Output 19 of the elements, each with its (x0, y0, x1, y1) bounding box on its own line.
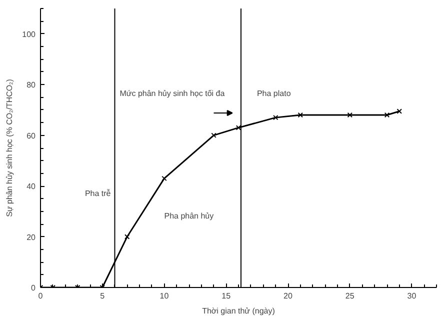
x-tick-label: 0 (38, 292, 44, 300)
x-tick-label: 15 (222, 292, 232, 300)
y-tick-label: 60 (26, 131, 36, 140)
x-tick-label: 20 (284, 292, 293, 300)
y-tick-label: 40 (26, 182, 36, 192)
y-tick-label: 0 (31, 284, 36, 292)
y-tick-label: 80 (26, 80, 36, 90)
y-tick-label: 20 (26, 232, 36, 242)
annotation: Mức phân hủy sinh học tối đa (120, 88, 226, 98)
x-tick-label: 25 (345, 292, 355, 300)
ref-line-label: Pha plato (256, 88, 292, 98)
y-axis-title: Sự phân hủy sinh học (% CO₂/THCO₂) (5, 78, 14, 217)
x-tick-label: 5 (100, 292, 106, 300)
x-axis-title: Thời gian thử (ngày) (202, 306, 276, 316)
annotation: Pha phân hủy (164, 212, 214, 221)
ref-line-label: Pha trễ (84, 189, 112, 198)
y-tick-label: 100 (22, 30, 36, 39)
x-tick-label: 30 (407, 292, 417, 300)
x-tick-label: 10 (160, 292, 170, 300)
